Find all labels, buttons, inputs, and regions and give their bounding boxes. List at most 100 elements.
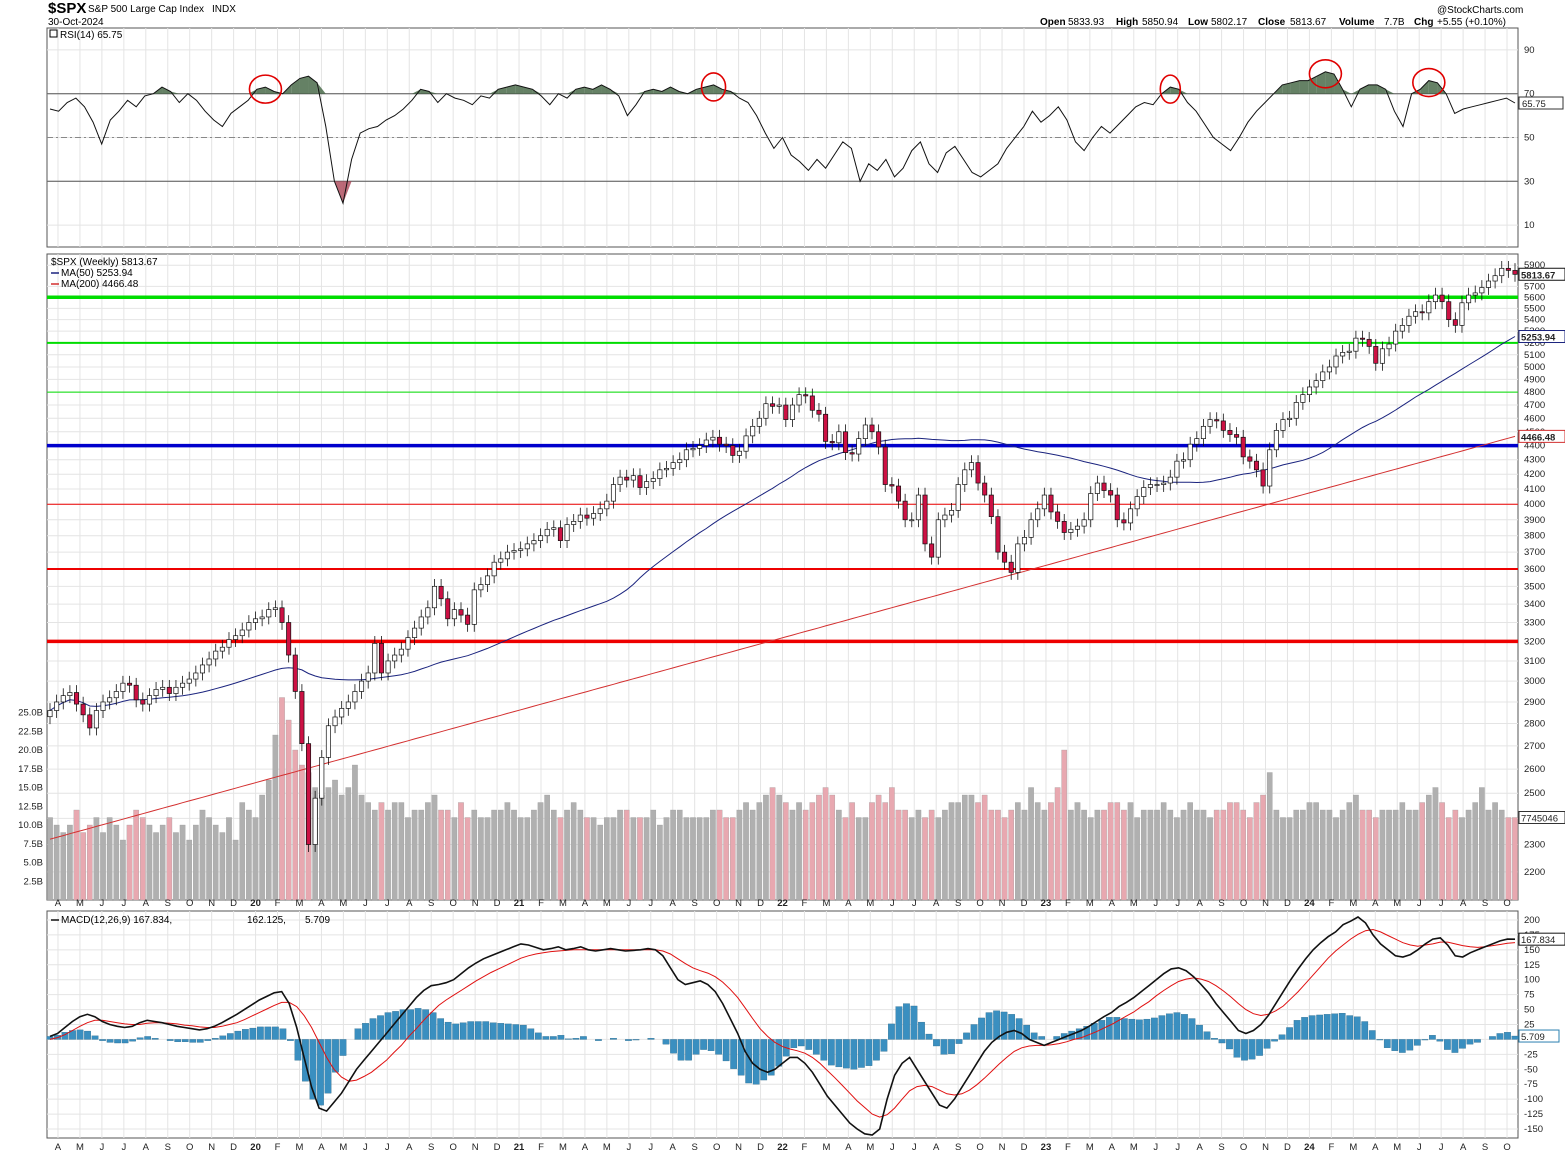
x-axis-label: J bbox=[1417, 898, 1422, 909]
price-candle bbox=[922, 494, 928, 545]
macd-signal-line bbox=[49, 928, 1516, 1118]
price-candle bbox=[1147, 484, 1153, 488]
macd-histogram-bar bbox=[1166, 1013, 1173, 1040]
price-candle bbox=[809, 395, 815, 411]
price-candle bbox=[80, 703, 86, 716]
price-candle bbox=[1386, 343, 1392, 350]
price-candle bbox=[657, 469, 663, 479]
macd-histogram-bar bbox=[1496, 1033, 1504, 1040]
rsi-tick-label: 70 bbox=[1524, 89, 1535, 100]
rsi-overbought-fill bbox=[1420, 80, 1429, 94]
macd-histogram-bar bbox=[234, 1030, 242, 1040]
macd-histogram-bar bbox=[512, 1024, 520, 1040]
volume-bar bbox=[630, 817, 637, 901]
x-axis-label: S bbox=[1482, 898, 1488, 909]
x-axis-label: A bbox=[143, 1142, 150, 1153]
price-candle bbox=[47, 710, 53, 718]
volume-bar bbox=[159, 824, 166, 901]
volume-bar bbox=[968, 794, 975, 901]
volume-bar bbox=[1087, 817, 1094, 901]
macd-histogram-bar bbox=[1248, 1039, 1256, 1060]
macd-histogram-bar bbox=[151, 1038, 159, 1040]
price-candle bbox=[87, 714, 93, 729]
volume-tick-label: 15.0B bbox=[18, 783, 43, 794]
x-axis-label: S bbox=[955, 1142, 961, 1153]
x-axis-label: J bbox=[1439, 1142, 1444, 1153]
price-candle bbox=[789, 404, 795, 420]
volume-bar bbox=[1034, 802, 1041, 901]
macd-histogram-bar bbox=[114, 1039, 121, 1044]
price-candle bbox=[166, 686, 172, 694]
macd-histogram-bar bbox=[1218, 1039, 1226, 1044]
price-candle bbox=[856, 438, 862, 455]
price-candle bbox=[988, 494, 994, 517]
price-candle bbox=[153, 689, 159, 696]
price-candle bbox=[199, 664, 205, 674]
x-axis-label: J bbox=[648, 1142, 653, 1153]
price-candle bbox=[1419, 311, 1425, 314]
macd-histogram-bar bbox=[940, 1039, 948, 1055]
x-axis-label: S bbox=[428, 1142, 434, 1153]
volume-bar bbox=[219, 832, 226, 901]
rsi-overbought-fill bbox=[1299, 80, 1309, 94]
x-axis-label: A bbox=[143, 898, 150, 909]
macd-histogram-bar bbox=[1023, 1024, 1031, 1040]
macd-histogram-bar bbox=[880, 1039, 888, 1052]
price-tick-label: 2200 bbox=[1524, 867, 1545, 878]
close-tag: 5813.67 bbox=[1521, 270, 1555, 281]
volume-bar bbox=[796, 802, 802, 901]
rsi-overbought-fill bbox=[506, 84, 516, 94]
volume-bar bbox=[332, 779, 338, 901]
price-candle bbox=[491, 561, 497, 577]
x-axis-label: N bbox=[1262, 898, 1269, 909]
x-axis-label: F bbox=[538, 1142, 544, 1153]
volume-bar bbox=[849, 802, 855, 901]
macd-tick-label: -25 bbox=[1524, 1049, 1538, 1060]
volume-bar bbox=[451, 817, 458, 901]
x-axis-label: A bbox=[55, 898, 62, 909]
price-candle bbox=[1366, 338, 1372, 347]
volume-bar bbox=[1372, 817, 1379, 901]
price-tick-label: 2600 bbox=[1524, 764, 1545, 775]
x-axis-label: M bbox=[76, 898, 84, 909]
volume-tick-label: 7.5B bbox=[23, 839, 43, 850]
volume-bar bbox=[93, 817, 100, 901]
volume-bar bbox=[140, 817, 146, 901]
x-axis-label: N bbox=[1262, 1142, 1269, 1153]
volume-bar bbox=[723, 817, 729, 901]
volume-bar bbox=[643, 817, 650, 901]
rsi-overbought-fill bbox=[653, 89, 662, 94]
volume-bar bbox=[358, 794, 365, 901]
price-candle bbox=[1379, 348, 1385, 364]
x-axis-label: S bbox=[692, 898, 698, 909]
price-tick-label: 4800 bbox=[1524, 387, 1545, 398]
macd-histogram-bar bbox=[1421, 1039, 1429, 1041]
volume-tick-label: 22.5B bbox=[18, 726, 43, 737]
macd-histogram-bar bbox=[129, 1039, 136, 1042]
rsi-overbought-fill bbox=[515, 84, 524, 94]
volume-bar bbox=[676, 809, 683, 901]
macd-histogram-bar bbox=[84, 1030, 91, 1040]
price-candle bbox=[246, 622, 252, 631]
macd-histogram-bar bbox=[1083, 1026, 1091, 1040]
volume-bar bbox=[1028, 787, 1034, 901]
volume-bar bbox=[670, 809, 676, 901]
volume-bar bbox=[617, 809, 623, 901]
macd-histogram-bar bbox=[121, 1039, 129, 1044]
price-candle bbox=[710, 436, 716, 441]
macd-histogram-bar bbox=[1451, 1039, 1459, 1053]
price-candle bbox=[1326, 366, 1332, 373]
volume-bar bbox=[252, 817, 259, 901]
price-candle bbox=[319, 757, 325, 799]
volume-bar bbox=[1187, 802, 1193, 901]
price-candle bbox=[1114, 494, 1120, 521]
volume-bar bbox=[1220, 809, 1227, 901]
price-candle bbox=[1267, 449, 1273, 487]
rsi-tick-label: 10 bbox=[1524, 220, 1535, 231]
rsi-overbought-fill bbox=[1359, 84, 1369, 94]
volume-tag-box bbox=[1518, 811, 1565, 824]
price-candle bbox=[378, 643, 384, 674]
volume-bar bbox=[372, 809, 378, 901]
macd-histogram-bar bbox=[1308, 1015, 1316, 1040]
price-candle bbox=[1293, 402, 1299, 419]
